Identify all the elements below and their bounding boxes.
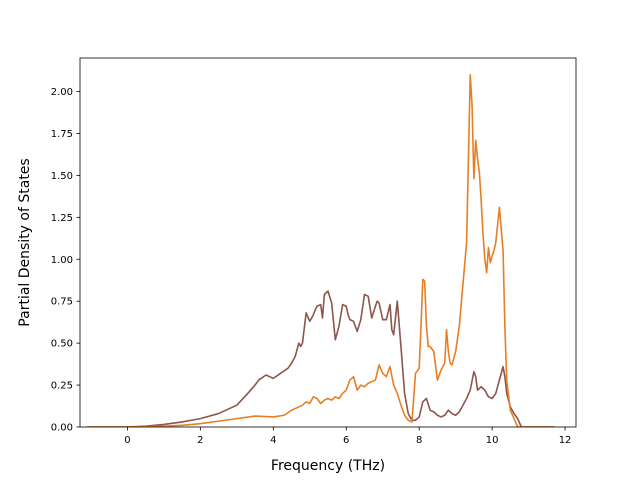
series-line-1 [87, 290, 555, 427]
series-line-2 [87, 73, 555, 427]
x-axis-title: Frequency (THz) [271, 458, 385, 474]
x-tick-label: 12 [559, 435, 572, 446]
y-tick-label: 1.00 [51, 255, 73, 266]
y-tick-label: 0.25 [51, 381, 73, 392]
x-tick-label: 8 [416, 435, 422, 446]
y-tick-label: 1.25 [51, 213, 73, 224]
y-tick-label: 0.50 [51, 339, 73, 350]
x-tick-label: 6 [343, 435, 349, 446]
y-axis-title: Partial Density of States [17, 158, 33, 326]
y-tick-label: 0.00 [51, 423, 73, 434]
y-tick-label: 1.75 [51, 129, 73, 140]
plot-frame [79, 57, 577, 428]
x-tick-label: 2 [197, 435, 203, 446]
x-tick-label: 0 [124, 435, 130, 446]
x-tick-label: 10 [486, 435, 499, 446]
plot-layer [87, 73, 555, 427]
y-tick-label: 0.75 [51, 297, 73, 308]
x-tick-label: 4 [270, 435, 276, 446]
axes-layer: 0 2 4 6 8 10 12 0.00 0.25 0.50 0.75 1.00 1.25 1.50 1.7… [51, 57, 577, 446]
y-tick-label: 1.50 [51, 171, 73, 182]
y-tick-label: 2.00 [51, 87, 73, 98]
